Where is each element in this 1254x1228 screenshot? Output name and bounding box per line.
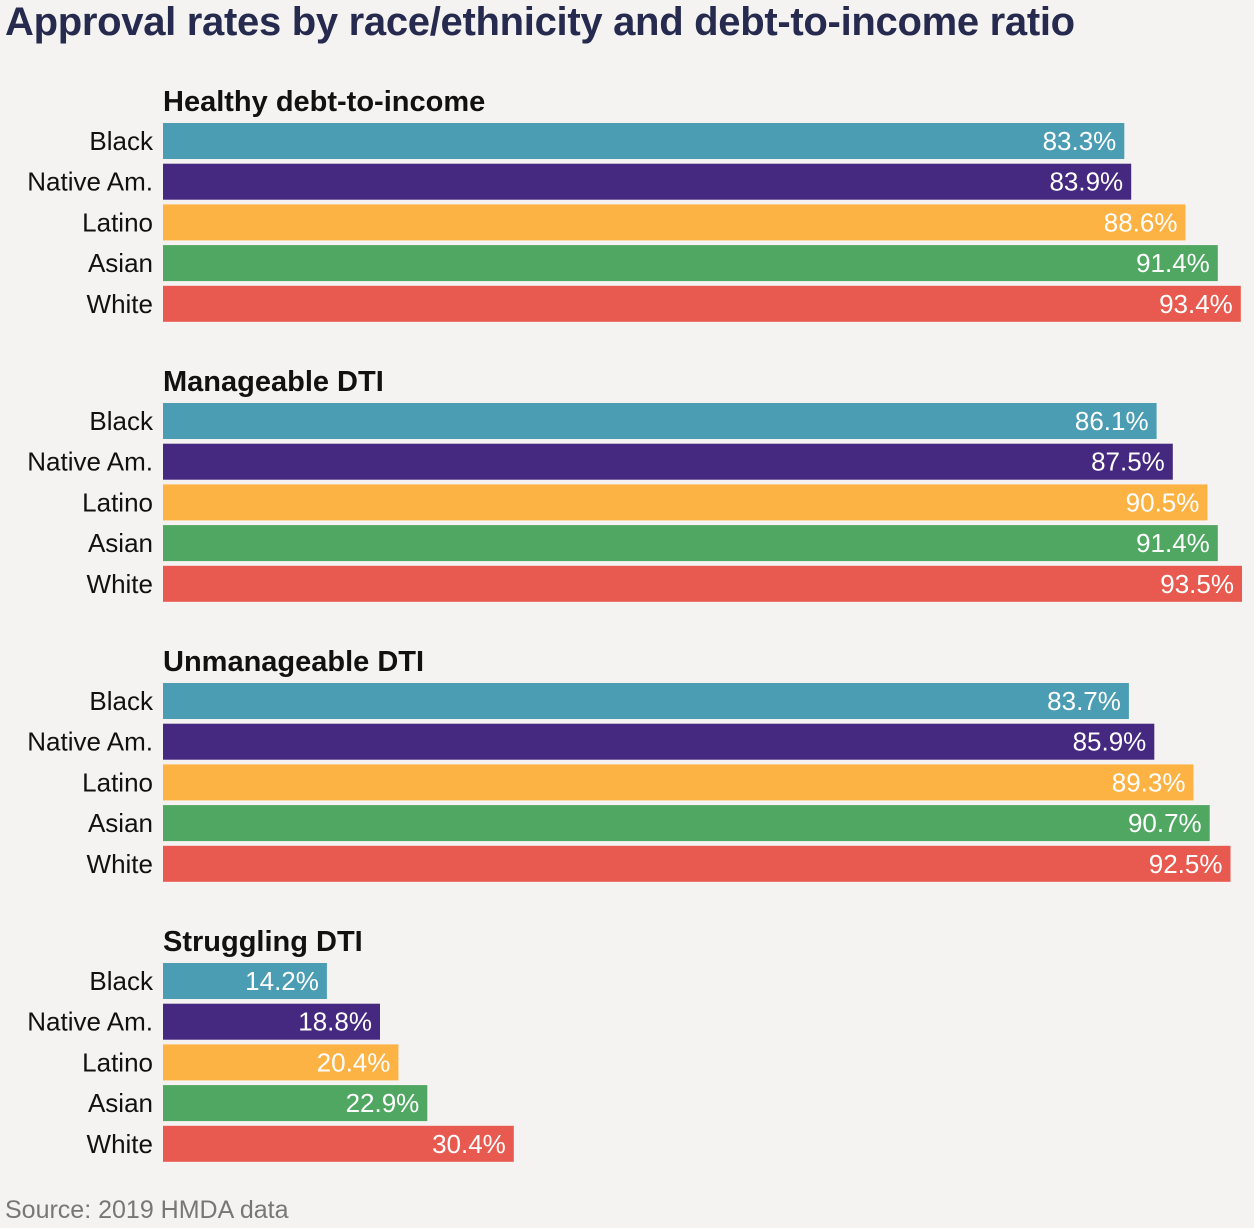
bar: [163, 1044, 399, 1081]
category-label: Asian: [88, 248, 153, 278]
category-label: Black: [89, 966, 154, 996]
bar: [163, 1085, 428, 1122]
bar: [163, 285, 1241, 322]
category-label: Latino: [82, 767, 153, 797]
data-label: 93.4%: [1159, 289, 1233, 319]
category-label: Latino: [82, 487, 153, 517]
data-label: 90.5%: [1126, 487, 1200, 517]
data-label: 83.3%: [1043, 126, 1117, 156]
category-label: Latino: [82, 1047, 153, 1077]
category-label: Asian: [88, 808, 153, 838]
category-label: Latino: [82, 207, 153, 237]
bar: [163, 1003, 380, 1040]
data-label: 18.8%: [298, 1007, 372, 1037]
bar: [163, 565, 1242, 602]
data-label: 14.2%: [245, 966, 319, 996]
category-label: White: [87, 1129, 153, 1159]
bar: [163, 805, 1210, 842]
bar: [163, 723, 1155, 760]
category-label: Asian: [88, 1088, 153, 1118]
bar: [163, 163, 1132, 200]
data-label: 87.5%: [1091, 447, 1165, 477]
panel-title: Manageable DTI: [163, 366, 384, 398]
data-label: 85.9%: [1073, 727, 1147, 757]
data-label: 92.5%: [1149, 849, 1223, 879]
bar: [163, 123, 1125, 159]
panel-title: Unmanageable DTI: [163, 646, 424, 678]
bar: [163, 525, 1218, 562]
bar: [163, 1125, 514, 1162]
source-note: Source: 2019 HMDA data: [5, 1196, 289, 1224]
panel-1: Healthy debt-to-income Black 83.3% Native A…: [27, 86, 1241, 322]
bar: [163, 484, 1208, 521]
category-label: Native Am.: [27, 167, 153, 197]
category-label: White: [87, 849, 153, 879]
bar: [163, 204, 1186, 241]
category-label: Native Am.: [27, 447, 153, 477]
data-label: 89.3%: [1112, 767, 1186, 797]
data-label: 93.5%: [1160, 569, 1234, 599]
category-label: Asian: [88, 528, 153, 558]
panel-title: Struggling DTI: [163, 926, 363, 958]
data-label: 83.9%: [1049, 167, 1123, 197]
panel-title: Healthy debt-to-income: [163, 86, 485, 118]
data-label: 88.6%: [1104, 207, 1178, 237]
panel-2: Manageable DTI Black 86.1% Native Am. 87.5% L…: [27, 366, 1242, 602]
data-label: 91.4%: [1136, 528, 1210, 558]
category-label: Black: [89, 406, 154, 436]
category-label: White: [87, 569, 153, 599]
bar: [163, 443, 1173, 480]
panel-3: Unmanageable DTI Black 83.7% Native Am. 85.9…: [27, 646, 1231, 882]
data-label: 22.9%: [346, 1088, 420, 1118]
bar: [163, 963, 327, 999]
panel-4: Struggling DTI Black 14.2% Native Am. 18.8% L…: [27, 926, 514, 1162]
bar: [163, 845, 1231, 882]
bar: [163, 683, 1129, 719]
bar: [163, 245, 1218, 282]
data-label: 91.4%: [1136, 248, 1210, 278]
data-label: 20.4%: [317, 1047, 391, 1077]
data-label: 30.4%: [432, 1129, 506, 1159]
category-label: Black: [89, 686, 154, 716]
category-label: Native Am.: [27, 727, 153, 757]
bar: [163, 764, 1194, 801]
category-label: White: [87, 289, 153, 319]
data-label: 90.7%: [1128, 808, 1202, 838]
category-label: Black: [89, 126, 154, 156]
data-label: 86.1%: [1075, 406, 1149, 436]
data-label: 83.7%: [1047, 686, 1121, 716]
category-label: Native Am.: [27, 1007, 153, 1037]
bar: [163, 403, 1157, 439]
chart-title: Approval rates by race/ethnicity and deb…: [5, 0, 1075, 44]
